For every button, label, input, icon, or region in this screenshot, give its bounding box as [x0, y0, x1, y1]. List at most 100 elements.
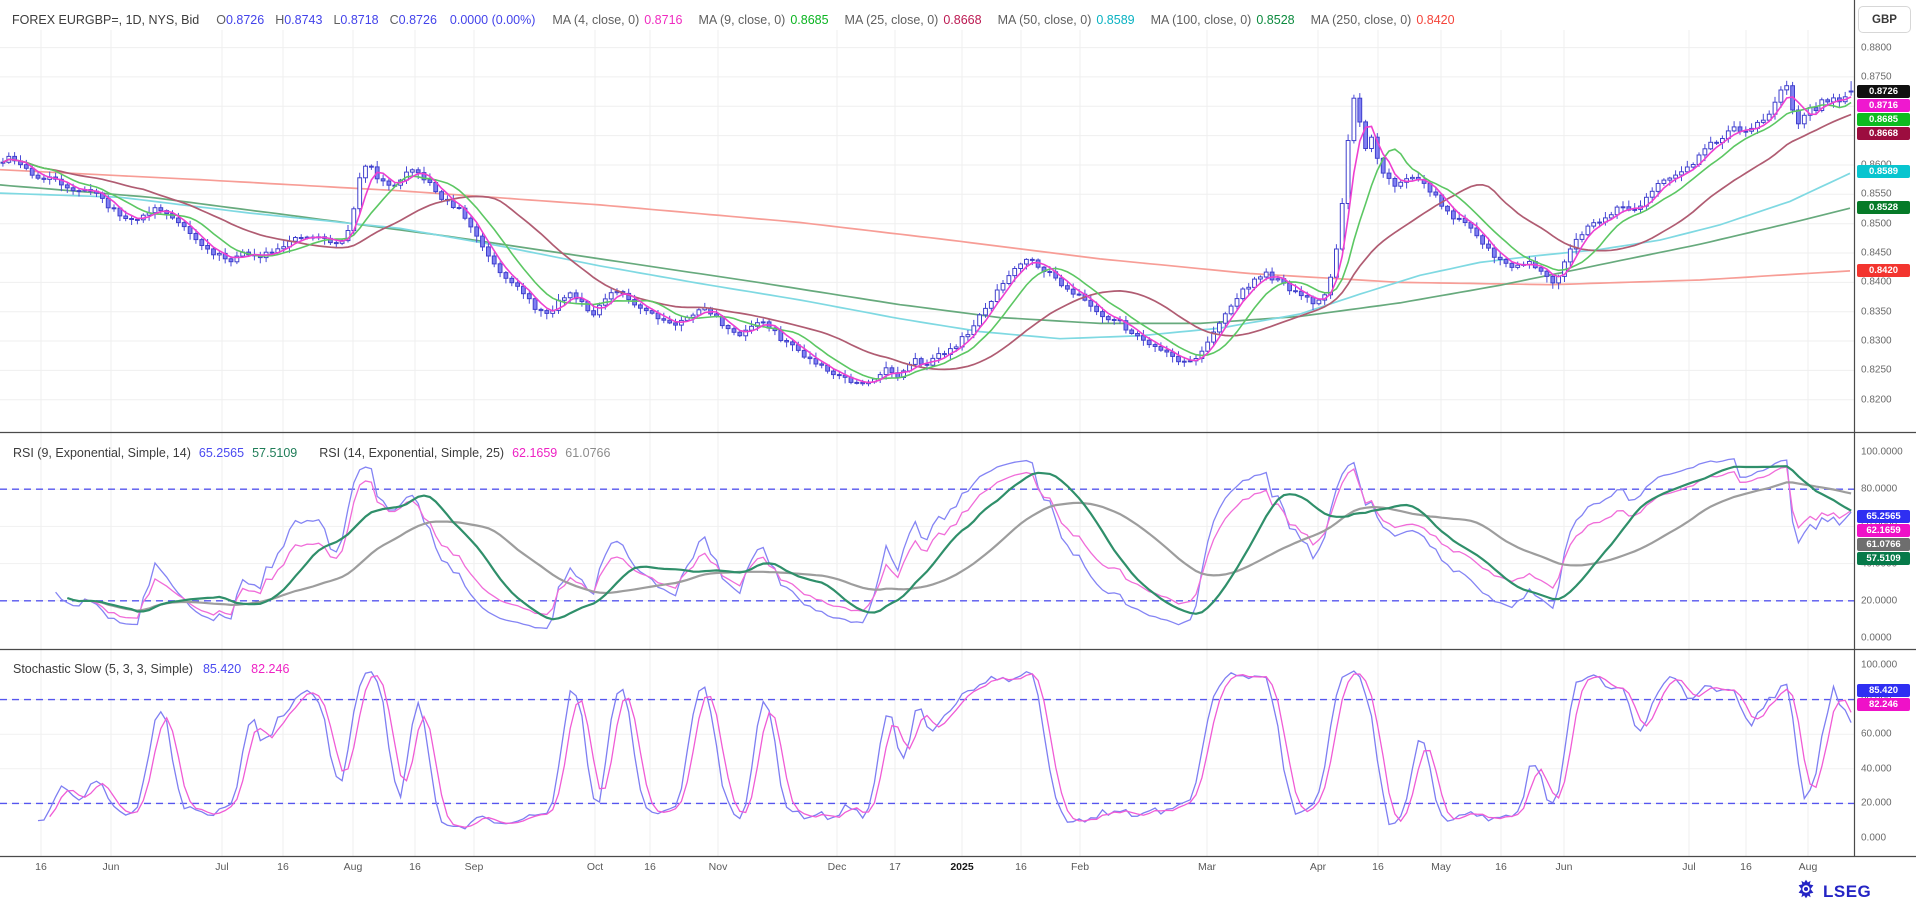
price-axis-label: 0.8300: [1861, 335, 1892, 347]
stoch-value-tag: 85.420: [1857, 683, 1910, 697]
candle: [486, 246, 491, 257]
ma-label-3: MA (25, close, 0): [844, 13, 939, 27]
candle: [1398, 181, 1404, 187]
candle: [1047, 271, 1053, 273]
candle: [1497, 256, 1503, 260]
candle: [971, 325, 977, 336]
candle: [1784, 85, 1790, 91]
candle: [216, 252, 222, 256]
candle: [819, 363, 825, 366]
candle: [1146, 339, 1152, 346]
candle: [480, 235, 485, 248]
candle: [983, 307, 988, 316]
candle: [1275, 278, 1281, 281]
candle: [1813, 107, 1819, 111]
MA9-line: [2, 101, 1852, 380]
candle: [1608, 214, 1614, 219]
candle: [1152, 344, 1158, 348]
ma-label-4: MA (50, close, 0): [997, 13, 1092, 27]
ma-value-6: 0.8420: [1416, 13, 1455, 27]
candle: [234, 255, 240, 263]
candle: [176, 217, 181, 224]
price-tag: 0.8589: [1857, 164, 1910, 178]
candle: [807, 356, 813, 360]
candle: [1585, 225, 1591, 236]
candle: [1620, 206, 1626, 209]
stoch-axis-label: 20.000: [1861, 797, 1892, 809]
ohlc-value-o: 0.8726: [225, 13, 265, 27]
candle: [491, 255, 497, 265]
lseg-crest-icon: [1794, 878, 1818, 905]
ma-label-6: MA (250, close, 0): [1310, 13, 1412, 27]
candle: [743, 329, 749, 337]
currency-button[interactable]: GBP: [1858, 6, 1911, 33]
candle: [1123, 320, 1129, 331]
price-axis-label: 0.8400: [1861, 276, 1892, 288]
candle: [450, 200, 456, 208]
ma-label-2: MA (9, close, 0): [698, 13, 786, 27]
price-tag: 0.8726: [1857, 84, 1910, 98]
candle: [105, 197, 111, 209]
time-tick-label: 17: [889, 861, 901, 873]
candle: [1410, 176, 1415, 180]
candle: [526, 293, 532, 300]
candle: [1796, 109, 1801, 125]
candle: [415, 169, 421, 174]
ohlc-value-h: 0.8743: [284, 13, 323, 27]
candle: [1129, 329, 1135, 334]
candle: [1240, 288, 1246, 300]
candle: [497, 263, 503, 274]
change-value: 0.0000 (0.00%): [449, 13, 536, 27]
candle: [158, 207, 164, 212]
rsi-value-tag: 65.2565: [1857, 510, 1910, 524]
candle: [544, 310, 550, 314]
candle: [643, 307, 649, 312]
rsi1-signal-value: 57.5109: [252, 446, 298, 460]
ma-value-4: 0.8589: [1096, 13, 1135, 27]
candle: [1024, 258, 1029, 265]
price-axis-label: 0.8800: [1861, 42, 1892, 54]
candle: [567, 292, 573, 299]
rsi-axis-label: 80.0000: [1861, 483, 1898, 495]
stoch-label: Stochastic Slow (5, 3, 3, Simple): [13, 662, 193, 676]
candle: [667, 319, 673, 324]
candle: [1801, 114, 1807, 125]
stoch-d-value: 82.246: [251, 662, 290, 676]
candle: [298, 237, 304, 239]
candle: [918, 358, 924, 365]
rsi9-signal-line: [66, 465, 1852, 621]
time-tick-label: Mar: [1197, 861, 1217, 873]
candle: [369, 165, 374, 168]
MA250-line: [0, 168, 1851, 286]
time-tick-label: 16: [277, 861, 289, 873]
candle: [1029, 258, 1035, 261]
candle: [193, 233, 199, 241]
price-tag: 0.8420: [1857, 264, 1910, 278]
candle: [199, 239, 205, 247]
candle: [942, 353, 947, 356]
price-tag: 0.8685: [1857, 112, 1910, 126]
candle: [1105, 316, 1111, 321]
candle: [1386, 172, 1392, 179]
candle: [1708, 141, 1714, 150]
candle: [1369, 136, 1374, 149]
time-tick-label: 16: [1740, 861, 1752, 873]
candle: [1006, 275, 1012, 285]
candle: [1567, 248, 1573, 263]
ma-value-1: 0.8716: [644, 13, 683, 27]
candle: [1649, 190, 1655, 198]
ohlc-value-c: 0.8726: [398, 13, 437, 27]
instrument-legend: FOREX EURGBP=, 1D, NYS, Bid O 0.8726 H 0.874…: [12, 13, 1471, 27]
candle: [1503, 259, 1509, 264]
rsi14-line: [84, 466, 1852, 619]
candle: [1351, 97, 1357, 142]
ohlc-label-o: O: [216, 13, 226, 27]
candle: [977, 314, 983, 327]
candle: [111, 207, 117, 210]
rsi1-value: 65.2565: [198, 446, 245, 460]
candle: [1451, 210, 1456, 220]
candle: [129, 218, 134, 220]
rsi-value-tag: 61.0766: [1857, 538, 1910, 552]
